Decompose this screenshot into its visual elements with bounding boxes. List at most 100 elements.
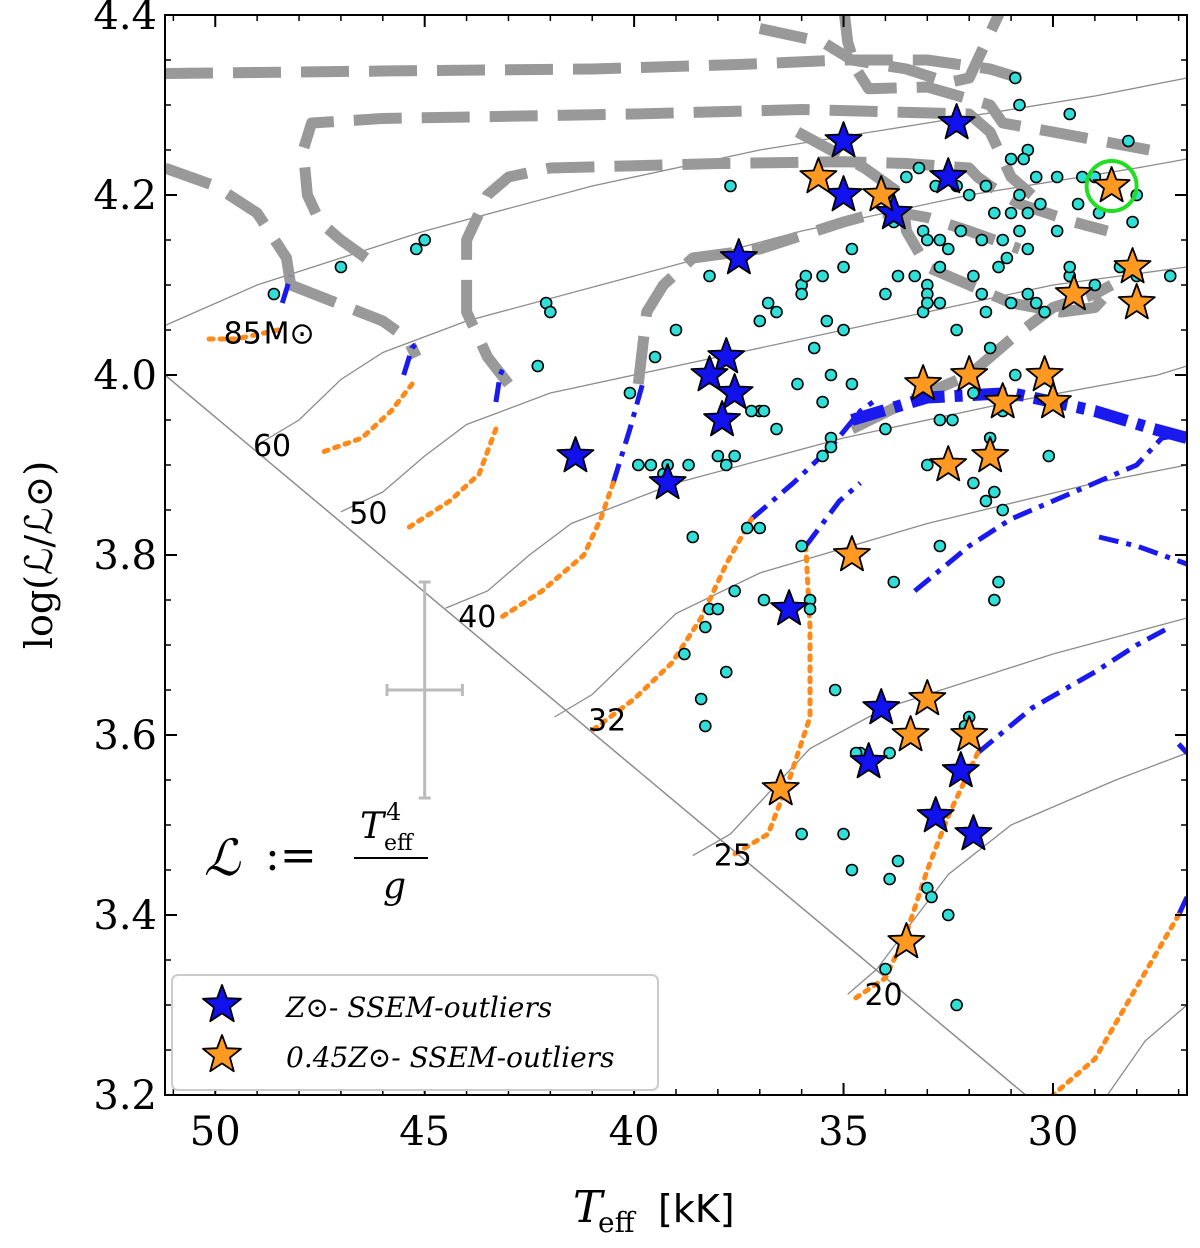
- mass-label-20: 20: [864, 978, 902, 1013]
- sample-point: [816, 269, 829, 283]
- gray-dashed-curve-1: [758, 15, 1005, 88]
- sample-point: [967, 386, 980, 400]
- sample-point: [891, 269, 905, 283]
- mass-labels: 85 M⊙ 60 50 40 32 25 20: [224, 317, 903, 1014]
- y-tick-label: 4.0: [93, 353, 157, 399]
- orange-dotted-curve-3: [497, 480, 616, 621]
- sample-point: [699, 719, 712, 733]
- gray-dashed-curve-7: [632, 207, 1022, 385]
- lmc-outlier-star: [799, 157, 838, 194]
- sample-point: [669, 323, 683, 337]
- y-tick-label: 3.4: [93, 893, 157, 939]
- track-32-msun: [554, 464, 1187, 718]
- sample-point: [1004, 152, 1018, 166]
- lmc-outlier-star: [832, 535, 871, 572]
- solar-outlier-star: [719, 238, 758, 275]
- lmc-outlier-star: [971, 436, 1010, 473]
- solar-outlier-star: [862, 688, 901, 725]
- mass-label-60: 60: [253, 429, 291, 464]
- x-label-main: T: [573, 1182, 606, 1233]
- highlight-circle: [1084, 159, 1139, 213]
- gray-dashed-curve-8: [849, 280, 1115, 434]
- sample-point: [824, 368, 838, 382]
- sample-point: [837, 323, 850, 337]
- blue-dashdot-curve-1: [401, 337, 423, 376]
- sample-point: [967, 269, 980, 283]
- sample-point: [1122, 134, 1135, 148]
- sample-point: [799, 269, 813, 283]
- sample-point: [632, 458, 645, 472]
- zams-curve: [165, 374, 1027, 1095]
- sample-point: [921, 458, 934, 472]
- sample-point: [879, 422, 892, 436]
- solar-outlier-star: [824, 175, 863, 212]
- sample-point: [950, 998, 963, 1012]
- sample-point: [623, 386, 637, 400]
- gray-dashed-curve-3: [165, 162, 297, 286]
- solar-outlier-star: [941, 751, 980, 788]
- axis-ticks: 50 45 40 35 30 3.2 3.4 3.6 3.8 4.0 4.2 4.4: [93, 0, 1187, 1155]
- sample-point: [988, 485, 1001, 499]
- sample-point: [824, 440, 838, 454]
- sample-point: [1021, 206, 1035, 220]
- y-tick-label: 4.4: [93, 0, 157, 39]
- sample-point: [988, 206, 1001, 220]
- sample-point: [728, 449, 741, 463]
- solar-outlier-star: [954, 814, 993, 851]
- sample-point: [975, 233, 989, 247]
- mass-label-85: 85: [224, 317, 262, 352]
- sample-point: [891, 854, 905, 868]
- sample-point: [933, 413, 947, 427]
- sample-point: [719, 665, 733, 679]
- solar-outlier-star: [849, 742, 888, 779]
- sample-point: [908, 269, 922, 283]
- legend-star-lmc: [202, 1034, 242, 1073]
- sample-point: [1000, 251, 1014, 265]
- sample-point: [967, 476, 980, 490]
- x-axis-label: T eff [kK]: [573, 1182, 735, 1239]
- sample-point: [996, 233, 1010, 247]
- sample-point: [1050, 224, 1064, 238]
- sample-point: [770, 422, 783, 436]
- gray-dashed-curve-0: [165, 54, 1022, 84]
- formula-num-main: T: [360, 806, 387, 847]
- sample-point: [719, 458, 733, 472]
- sample-point: [686, 530, 700, 544]
- blue-dashdot-curve-10: [1176, 742, 1187, 755]
- sample-point: [925, 890, 938, 904]
- sample-point: [694, 692, 708, 706]
- sample-point: [1126, 215, 1139, 229]
- x-label-unit: [kK]: [658, 1187, 735, 1231]
- legend-box: [171, 974, 659, 1091]
- sample-point: [1034, 197, 1047, 211]
- sample-point: [803, 602, 817, 616]
- orange-dotted-curve-2: [405, 426, 499, 531]
- x-tick-label: 40: [609, 1109, 660, 1155]
- y-tick-label: 4.2: [93, 173, 157, 219]
- sample-point: [531, 359, 545, 373]
- legend: Z⊙- SSEM-outliers 0.45Z⊙- SSEM-outliers: [171, 974, 659, 1091]
- solar-outlier-star: [824, 121, 863, 158]
- sample-point: [753, 521, 767, 535]
- sample-point: [1029, 170, 1043, 184]
- sample-point: [816, 395, 829, 409]
- sample-point: [933, 539, 947, 553]
- sample-point: [954, 224, 968, 238]
- sample-point: [644, 458, 658, 472]
- lmc-outlier-star: [950, 715, 989, 752]
- sample-point: [816, 449, 829, 463]
- solar-outlier-star: [715, 373, 754, 410]
- sample-point: [1013, 188, 1026, 202]
- evolutionary-tracks: [165, 77, 1187, 1095]
- sample-point: [711, 602, 725, 616]
- lmc-outlier-star: [761, 769, 800, 806]
- sample-point: [820, 314, 834, 328]
- orange-dotted-curve-0: [200, 327, 281, 342]
- sample-point: [1004, 296, 1018, 310]
- zams-line: [165, 374, 1027, 1095]
- sample-point: [1017, 152, 1030, 166]
- blue-dashdot-curve-3: [610, 383, 645, 484]
- sample-point: [1038, 305, 1051, 319]
- sample-point: [988, 593, 1001, 607]
- formula-num-sup: 4: [386, 798, 401, 826]
